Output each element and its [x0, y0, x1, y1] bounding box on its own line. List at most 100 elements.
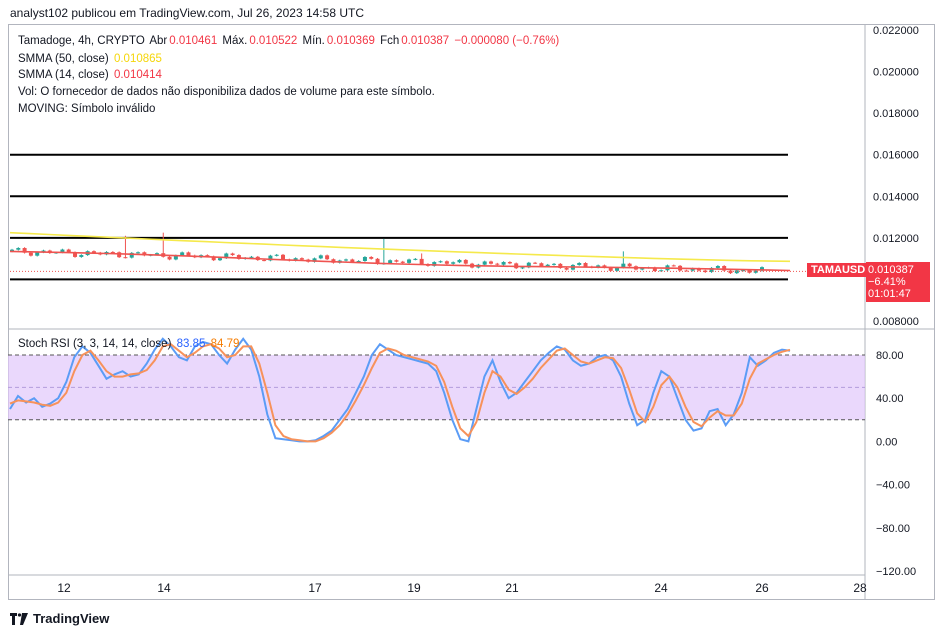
symbol-tag: TAMAUSD	[807, 263, 870, 277]
candle-body	[715, 265, 720, 268]
chart-frame[interactable]	[8, 24, 935, 600]
candle-body	[671, 265, 676, 267]
candle-body	[10, 249, 14, 252]
candle-body	[369, 256, 374, 259]
legend-change-value: −0.000080 (−0.76%)	[454, 35, 560, 47]
candle-body	[407, 259, 412, 263]
candle-body	[507, 262, 512, 264]
legend-low-value: 0.010369	[326, 35, 375, 47]
candle-body	[564, 268, 569, 270]
candle-body	[281, 254, 286, 260]
candle-body	[344, 259, 349, 261]
legend-sma14-value: 0.010414	[113, 69, 162, 81]
price-tick-label: 0.008000	[873, 316, 919, 328]
candle-body	[482, 261, 487, 265]
candle-body	[110, 251, 115, 253]
candle-body	[438, 261, 443, 263]
footer-brand-text: TradingView	[33, 611, 110, 626]
legend-close-label: Fch	[380, 35, 400, 47]
time-tick-label: 24	[654, 581, 668, 595]
price-tick-label: 0.020000	[873, 67, 919, 79]
time-tick-label: 14	[157, 581, 171, 595]
candle-body	[684, 270, 689, 272]
candle-body	[312, 258, 317, 262]
candle-body	[154, 253, 159, 255]
candle-body	[413, 258, 418, 260]
candle-body	[709, 267, 714, 273]
candle-body	[552, 263, 557, 265]
sma50-line	[9, 231, 791, 263]
legend-moving: MOVING: Símbolo inválido	[18, 103, 156, 115]
candle-body	[129, 252, 134, 258]
support-resistance-levels	[10, 153, 788, 281]
candle-body	[520, 267, 525, 269]
candle-body	[463, 259, 468, 264]
candle-body	[123, 257, 128, 259]
candle-body	[262, 260, 267, 262]
candle-body	[224, 253, 229, 259]
candle-body	[325, 255, 330, 260]
time-tick-label: 12	[57, 581, 71, 595]
candle-body	[558, 263, 563, 269]
candle-body	[747, 270, 752, 273]
candle-body	[16, 248, 21, 250]
candle-body	[28, 252, 33, 256]
candle-body	[268, 255, 273, 261]
price-tick-label: 0.016000	[873, 150, 919, 162]
change-percent: −6.41%	[868, 276, 906, 288]
candle-body	[394, 260, 399, 262]
candle-body	[211, 256, 216, 261]
candle-body	[91, 251, 96, 253]
candle-body	[501, 262, 506, 265]
candle-body	[60, 249, 65, 253]
candle-body	[180, 252, 185, 256]
stoch-legend[interactable]: Stoch RSI (3, 3, 14, 14, close) 83.85 84…	[18, 338, 241, 350]
candle-body	[495, 263, 500, 265]
candle-body	[539, 263, 544, 267]
bar-countdown: 01:01:47	[868, 288, 911, 300]
stoch-d-value: 84.79	[210, 338, 240, 350]
candle-body	[602, 265, 607, 268]
tradingview-logo-icon	[10, 612, 28, 625]
time-tick-label: 26	[755, 581, 769, 595]
time-tick-label: 21	[505, 581, 519, 595]
candle-body	[205, 255, 210, 257]
candle-body	[621, 263, 626, 268]
candle-body	[753, 270, 758, 273]
time-axis: 12 14 17 19 21 24 26 28	[57, 581, 867, 595]
candle-body	[236, 255, 241, 259]
legend-sma14-label: SMMA (14, close)	[18, 69, 109, 81]
stoch-d-line	[9, 343, 791, 443]
publisher-header: analyst102 publicou em TradingView.com, …	[10, 6, 364, 20]
candle-body	[73, 252, 78, 257]
stoch-axis: 80.00 40.00 0.00 −40.00 −80.00 −120.00	[876, 350, 916, 578]
candle-body	[293, 258, 298, 261]
candle-body	[533, 262, 538, 264]
stoch-tick-label: 40.00	[876, 393, 904, 405]
candle-body	[444, 261, 449, 264]
candle-body	[388, 260, 393, 264]
footer-brand[interactable]: TradingView	[10, 611, 109, 626]
candle-body	[608, 267, 613, 271]
candle-body	[577, 262, 582, 265]
legend-sma50[interactable]: SMMA (50, close) 0.010865	[18, 53, 164, 65]
candle-body	[659, 270, 664, 272]
legend-sma14[interactable]: SMMA (14, close) 0.010414	[18, 69, 164, 81]
candle-body	[400, 261, 405, 263]
candle-body	[230, 253, 235, 256]
candle-body	[703, 270, 708, 273]
stoch-tick-label: 80.00	[876, 350, 904, 362]
time-tick-label: 28	[853, 581, 867, 595]
candle-body	[545, 264, 550, 267]
candle-body	[696, 268, 701, 271]
current-price-box: 0.010387 −6.41% 01:01:47	[866, 262, 930, 302]
candle-body	[526, 262, 531, 268]
legend-open-label: Abr	[149, 35, 168, 47]
price-tick-label: 0.022000	[873, 25, 919, 37]
legend-low-label: Mín.	[302, 35, 325, 47]
candle-body	[22, 248, 27, 253]
candle-body	[274, 254, 279, 256]
legend-sma50-value: 0.010865	[113, 53, 162, 65]
stoch-k-value: 83.85	[176, 338, 206, 350]
